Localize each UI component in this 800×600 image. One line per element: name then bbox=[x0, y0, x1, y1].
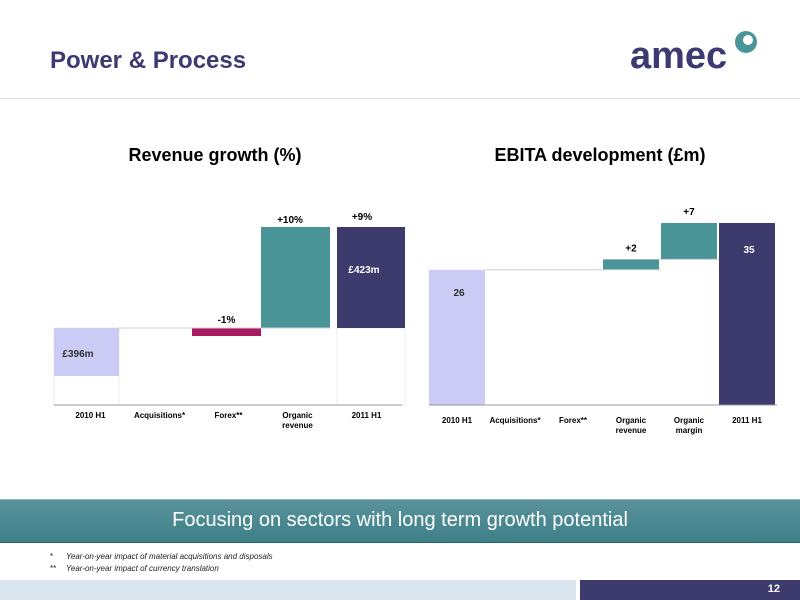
revenue-chart-title: Revenue growth (%) bbox=[128, 145, 302, 165]
footnote-mark: * bbox=[50, 552, 54, 561]
tick-label-organic-revenue: Organic bbox=[616, 416, 647, 425]
header-divider bbox=[0, 98, 800, 99]
tick-label-2010-h1: 2010 H1 bbox=[75, 411, 106, 420]
bar-2011-h1 bbox=[337, 227, 405, 328]
tick-label-forex: Forex** bbox=[214, 411, 243, 420]
tick-label-organic-revenue: revenue bbox=[282, 421, 313, 430]
tick-label-2011-h1: 2011 H1 bbox=[352, 411, 382, 420]
tick-label-forex: Forex** bbox=[559, 416, 588, 425]
bar-base-2011-h1 bbox=[336, 327, 406, 406]
data-label-2011-h1: £423m bbox=[348, 265, 379, 276]
logo-text: amec bbox=[630, 35, 727, 77]
footnote-text: Year-on-year impact of material acquisit… bbox=[66, 552, 273, 561]
bar-forex bbox=[192, 328, 261, 336]
tick-label-2011-h1: 2011 H1 bbox=[732, 416, 762, 425]
data-label-forex: -1% bbox=[218, 315, 236, 326]
footnote-text: Year-on-year impact of currency translat… bbox=[66, 564, 219, 573]
data-label-organic-revenue: +2 bbox=[625, 243, 637, 254]
revenue-growth-chart: £396m 2010 H1 Acquisitions* -1% Forex** +10% O… bbox=[53, 212, 406, 430]
footer-bar bbox=[0, 580, 576, 600]
bar-2011-h1 bbox=[719, 223, 775, 405]
bar-2010-h1 bbox=[429, 269, 485, 405]
bar-organic-revenue bbox=[261, 227, 330, 328]
bar-organic-margin bbox=[661, 223, 717, 260]
bar-2010-h1 bbox=[54, 328, 119, 376]
tick-label-organic-revenue: revenue bbox=[616, 426, 647, 435]
page-number: 12 bbox=[767, 583, 780, 595]
amec-logo: amec bbox=[630, 31, 757, 77]
data-label-organic-revenue: +10% bbox=[277, 215, 303, 226]
tick-label-acquisitions: Acquisitions* bbox=[489, 416, 541, 425]
data-label-2010-h1: 26 bbox=[453, 288, 465, 299]
tick-label-organic-margin: Organic bbox=[674, 416, 705, 425]
banner-text: Focusing on sectors with long term growt… bbox=[172, 509, 628, 531]
ebita-chart-title: EBITA development (£m) bbox=[494, 145, 706, 165]
footnote-acquisitions: * Year-on-year impact of material acquisi… bbox=[50, 552, 273, 561]
footer-page-bar bbox=[580, 580, 800, 600]
page-title: Power & Process bbox=[50, 47, 247, 74]
footnote-forex: ** Year-on-year impact of currency transl… bbox=[50, 564, 219, 573]
key-message-banner: Focusing on sectors with long term growt… bbox=[0, 499, 800, 543]
total-change-label: +9% bbox=[352, 212, 372, 223]
footnote-mark: ** bbox=[50, 564, 57, 573]
data-label-2011-h1: 35 bbox=[743, 245, 755, 256]
data-label-2010-h1: £396m bbox=[62, 349, 93, 360]
tick-label-acquisitions: Acquisitions* bbox=[134, 411, 186, 420]
bar-organic-revenue bbox=[603, 259, 659, 270]
tick-label-organic-margin: margin bbox=[676, 426, 703, 435]
tick-label-2010-h1: 2010 H1 bbox=[442, 416, 473, 425]
tick-label-organic-revenue: Organic bbox=[282, 411, 313, 420]
data-label-organic-margin: +7 bbox=[683, 207, 695, 218]
